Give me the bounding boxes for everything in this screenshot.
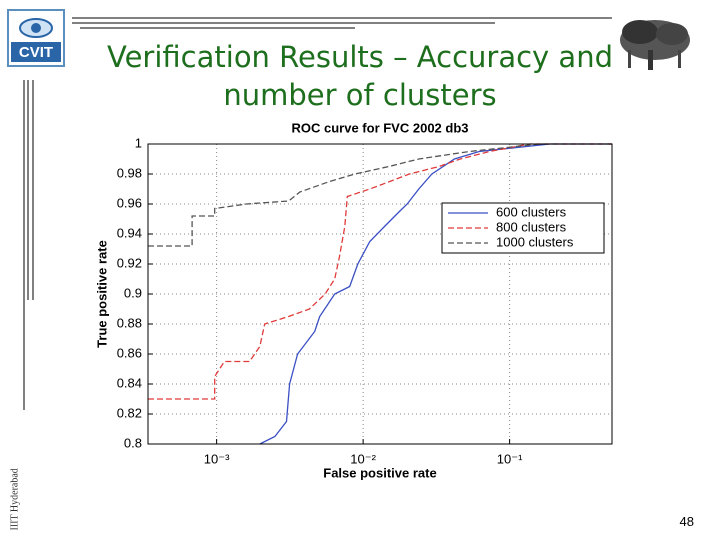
x-tick-label: 10⁻³ bbox=[204, 451, 230, 466]
y-axis-label: True positive rate bbox=[94, 240, 109, 348]
logo-pupil bbox=[31, 23, 41, 33]
logo-text: CVIT bbox=[19, 44, 53, 61]
legend-label: 1000 clusters bbox=[496, 234, 574, 249]
x-tick-label: 10⁻² bbox=[350, 451, 376, 466]
chart-title: ROC curve for FVC 2002 db3 bbox=[292, 120, 469, 135]
plot-frame bbox=[147, 143, 613, 445]
y-tick-label: 0.8 bbox=[124, 435, 142, 450]
slide-title: Verification Results – Accuracy and numb… bbox=[107, 40, 613, 112]
y-tick-label: 0.82 bbox=[117, 405, 142, 420]
y-tick-label: 0.92 bbox=[117, 255, 142, 270]
y-tick-label: 0.9 bbox=[124, 285, 142, 300]
series-line bbox=[148, 143, 612, 247]
series-line bbox=[148, 143, 612, 400]
page-number: 48 bbox=[679, 514, 694, 529]
y-tick-label: 0.98 bbox=[117, 165, 142, 180]
legend-label: 600 clusters bbox=[496, 204, 567, 219]
y-tick-label: 0.86 bbox=[117, 345, 142, 360]
y-tick-label: 0.84 bbox=[117, 375, 142, 390]
series-line bbox=[259, 143, 612, 445]
logo-band bbox=[11, 42, 61, 62]
y-tick-label: 0.96 bbox=[117, 195, 142, 210]
y-tick-label: 0.94 bbox=[117, 225, 142, 240]
x-axis-label: False positive rate bbox=[323, 465, 436, 480]
legend-label: 800 clusters bbox=[496, 219, 567, 234]
tree-icon bbox=[620, 20, 690, 70]
y-tick-label: 1 bbox=[135, 135, 142, 150]
y-tick-label: 0.88 bbox=[117, 315, 142, 330]
x-tick-label: 10⁻¹ bbox=[497, 451, 523, 466]
